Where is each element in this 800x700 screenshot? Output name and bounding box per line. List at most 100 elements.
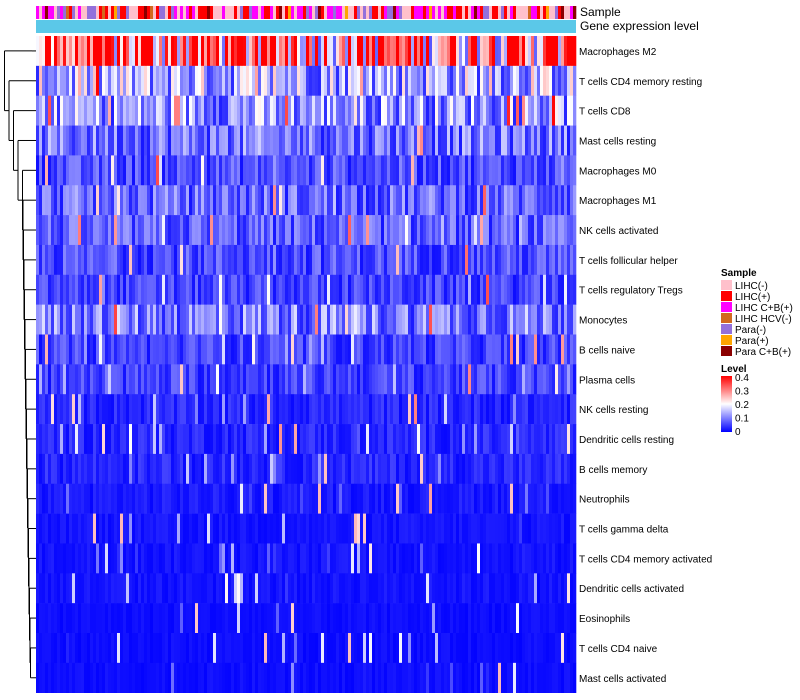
heatmap-cell <box>321 453 325 485</box>
heatmap-cell <box>354 334 358 365</box>
heatmap-cell <box>75 155 79 186</box>
heatmap-cell <box>105 65 109 96</box>
heatmap-cell <box>156 155 160 186</box>
heatmap-cell <box>474 424 478 455</box>
heatmap-cell <box>540 603 544 634</box>
sample-annotation-cell <box>459 6 463 19</box>
heatmap-cell <box>66 65 70 96</box>
heatmap-cell <box>441 394 445 425</box>
heatmap-cell <box>381 364 385 395</box>
heatmap-cell <box>567 424 571 455</box>
heatmap-cell <box>531 543 535 574</box>
heatmap-cell <box>252 543 256 574</box>
sample-annotation-cell <box>471 6 475 19</box>
heatmap-cell <box>288 185 292 216</box>
heatmap-cell <box>561 662 565 693</box>
heatmap-cell <box>291 424 295 455</box>
heatmap-cell <box>327 633 331 664</box>
heatmap-cell <box>387 633 391 664</box>
heatmap-cell <box>99 424 103 455</box>
row-label: Neutrophils <box>579 495 630 506</box>
heatmap-cell <box>294 155 298 186</box>
heatmap-cell <box>57 334 61 365</box>
heatmap-cell <box>252 215 256 246</box>
heatmap-cell <box>48 364 52 395</box>
heatmap-cell <box>39 424 43 455</box>
sample-annotation-cell <box>183 6 187 19</box>
heatmap-cell <box>150 453 154 485</box>
heatmap-cell <box>123 36 127 67</box>
heatmap-cell <box>243 513 247 544</box>
heatmap-cell <box>432 573 436 604</box>
row-label: Plasma cells <box>579 375 635 386</box>
heatmap-cell <box>84 573 88 604</box>
heatmap-cell <box>573 36 577 67</box>
sample-annotation-cell <box>393 6 397 19</box>
heatmap-cell <box>546 185 550 216</box>
heatmap-cell <box>141 573 145 604</box>
heatmap-cell <box>135 513 139 544</box>
heatmap-cell <box>327 573 331 604</box>
heatmap-cell <box>336 543 340 574</box>
heatmap-cell <box>342 185 346 216</box>
heatmap-cell <box>315 483 319 514</box>
heatmap-cell <box>360 155 364 186</box>
heatmap-cell <box>498 215 502 246</box>
heatmap-cell <box>87 244 91 276</box>
heatmap-cell <box>51 543 55 574</box>
heatmap-cell <box>411 394 415 425</box>
heatmap-cell <box>132 394 136 425</box>
heatmap-cell <box>234 125 238 156</box>
heatmap-cell <box>519 633 523 664</box>
heatmap-cell <box>483 185 487 216</box>
heatmap-cell <box>258 274 262 305</box>
sample-annotation-cell <box>321 6 325 19</box>
sample-annotation-cell <box>156 6 160 19</box>
heatmap-cell <box>318 185 322 216</box>
heatmap-cell <box>117 334 121 365</box>
heatmap-cell <box>234 155 238 186</box>
heatmap-cell <box>141 483 145 514</box>
heatmap-cell <box>336 155 340 186</box>
heatmap-cell <box>144 394 148 425</box>
heatmap-cell <box>54 394 58 425</box>
heatmap-cell <box>531 394 535 425</box>
heatmap-cell <box>276 513 280 544</box>
heatmap-cell <box>159 633 163 664</box>
heatmap-cell <box>81 483 85 514</box>
heatmap-cell <box>78 662 82 693</box>
heatmap-cell <box>318 662 322 693</box>
heatmap-cell <box>195 633 199 664</box>
heatmap-cell <box>183 394 187 425</box>
heatmap-cell <box>309 424 313 455</box>
heatmap-cell <box>147 543 151 574</box>
heatmap-cell <box>156 304 160 335</box>
heatmap-cell <box>339 513 343 544</box>
heatmap-cell <box>90 662 94 693</box>
heatmap-cell <box>261 185 265 216</box>
heatmap-cell <box>510 36 514 67</box>
heatmap-cell <box>87 364 91 395</box>
heatmap-cell <box>225 662 229 693</box>
sample-annotation-cell <box>186 6 190 19</box>
heatmap-cell <box>45 244 49 276</box>
sample-annotation-cell <box>249 6 253 19</box>
heatmap-cell <box>108 155 112 186</box>
heatmap-cell <box>300 334 304 365</box>
heatmap-cell <box>333 662 337 693</box>
heatmap-cell <box>333 244 337 276</box>
heatmap-cell <box>258 244 262 276</box>
heatmap-cell <box>147 244 151 276</box>
heatmap-cell <box>369 36 373 67</box>
heatmap-cell <box>177 483 181 514</box>
heatmap-cell <box>300 453 304 485</box>
heatmap-cell <box>159 244 163 276</box>
heatmap-cell <box>126 394 130 425</box>
heatmap-cell <box>117 36 121 67</box>
heatmap-cell <box>519 573 523 604</box>
sample-annotation-cell <box>45 6 49 19</box>
heatmap-cell <box>195 334 199 365</box>
heatmap-cell <box>132 364 136 395</box>
heatmap-cell <box>552 65 556 96</box>
heatmap-cell <box>516 65 520 96</box>
